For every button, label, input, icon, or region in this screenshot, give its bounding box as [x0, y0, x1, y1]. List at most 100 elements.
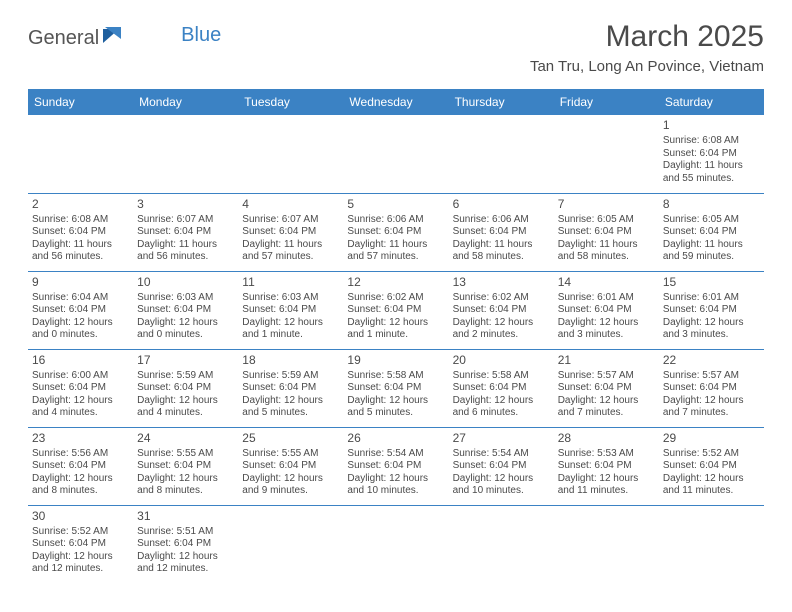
calendar-cell: 18Sunrise: 5:59 AMSunset: 6:04 PMDayligh…	[238, 349, 343, 427]
sunrise-text: Sunrise: 6:07 AM	[137, 214, 234, 227]
day-number: 9	[32, 275, 129, 290]
brand-part2: Blue	[181, 24, 221, 47]
daylight-line2: and 12 minutes.	[32, 563, 129, 576]
daylight-line2: and 8 minutes.	[32, 485, 129, 498]
day-number: 15	[663, 275, 760, 290]
sunrise-text: Sunrise: 6:08 AM	[32, 214, 129, 227]
calendar-cell: 7Sunrise: 6:05 AMSunset: 6:04 PMDaylight…	[554, 193, 659, 271]
weekday-header: Thursday	[449, 89, 554, 115]
calendar-cell: 15Sunrise: 6:01 AMSunset: 6:04 PMDayligh…	[659, 271, 764, 349]
calendar-cell	[343, 505, 448, 583]
daylight-line1: Daylight: 12 hours	[347, 395, 444, 408]
calendar-cell: 3Sunrise: 6:07 AMSunset: 6:04 PMDaylight…	[133, 193, 238, 271]
weekday-header: Sunday	[28, 89, 133, 115]
calendar-cell: 14Sunrise: 6:01 AMSunset: 6:04 PMDayligh…	[554, 271, 659, 349]
sunset-text: Sunset: 6:04 PM	[558, 460, 655, 473]
daylight-line1: Daylight: 11 hours	[663, 239, 760, 252]
daylight-line1: Daylight: 12 hours	[32, 395, 129, 408]
calendar-row: 2Sunrise: 6:08 AMSunset: 6:04 PMDaylight…	[28, 193, 764, 271]
calendar-cell: 6Sunrise: 6:06 AMSunset: 6:04 PMDaylight…	[449, 193, 554, 271]
sunset-text: Sunset: 6:04 PM	[32, 382, 129, 395]
calendar-cell	[554, 115, 659, 193]
calendar-cell: 19Sunrise: 5:58 AMSunset: 6:04 PMDayligh…	[343, 349, 448, 427]
calendar-cell	[343, 115, 448, 193]
daylight-line1: Daylight: 11 hours	[242, 239, 339, 252]
daylight-line1: Daylight: 11 hours	[453, 239, 550, 252]
daylight-line1: Daylight: 11 hours	[347, 239, 444, 252]
daylight-line2: and 55 minutes.	[663, 173, 760, 186]
daylight-line1: Daylight: 12 hours	[242, 317, 339, 330]
daylight-line2: and 11 minutes.	[558, 485, 655, 498]
location-text: Tan Tru, Long An Povince, Vietnam	[530, 58, 764, 75]
sunset-text: Sunset: 6:04 PM	[558, 382, 655, 395]
day-number: 2	[32, 197, 129, 212]
day-number: 6	[453, 197, 550, 212]
sunrise-text: Sunrise: 6:06 AM	[347, 214, 444, 227]
daylight-line1: Daylight: 12 hours	[347, 473, 444, 486]
calendar-cell	[28, 115, 133, 193]
day-number: 24	[137, 431, 234, 446]
daylight-line1: Daylight: 12 hours	[32, 551, 129, 564]
daylight-line2: and 9 minutes.	[242, 485, 339, 498]
daylight-line2: and 4 minutes.	[137, 407, 234, 420]
sunrise-text: Sunrise: 6:03 AM	[242, 292, 339, 305]
calendar-body: 1Sunrise: 6:08 AMSunset: 6:04 PMDaylight…	[28, 115, 764, 583]
sunrise-text: Sunrise: 5:58 AM	[453, 370, 550, 383]
day-number: 1	[663, 118, 760, 133]
sunrise-text: Sunrise: 5:53 AM	[558, 448, 655, 461]
day-number: 14	[558, 275, 655, 290]
calendar-cell: 8Sunrise: 6:05 AMSunset: 6:04 PMDaylight…	[659, 193, 764, 271]
day-number: 22	[663, 353, 760, 368]
day-number: 18	[242, 353, 339, 368]
day-number: 19	[347, 353, 444, 368]
sunset-text: Sunset: 6:04 PM	[663, 226, 760, 239]
calendar-cell: 21Sunrise: 5:57 AMSunset: 6:04 PMDayligh…	[554, 349, 659, 427]
calendar-cell: 17Sunrise: 5:59 AMSunset: 6:04 PMDayligh…	[133, 349, 238, 427]
calendar-cell	[238, 505, 343, 583]
day-number: 20	[453, 353, 550, 368]
calendar-cell: 31Sunrise: 5:51 AMSunset: 6:04 PMDayligh…	[133, 505, 238, 583]
daylight-line2: and 12 minutes.	[137, 563, 234, 576]
sunrise-text: Sunrise: 5:55 AM	[242, 448, 339, 461]
calendar-cell: 23Sunrise: 5:56 AMSunset: 6:04 PMDayligh…	[28, 427, 133, 505]
calendar-cell: 24Sunrise: 5:55 AMSunset: 6:04 PMDayligh…	[133, 427, 238, 505]
calendar-cell: 12Sunrise: 6:02 AMSunset: 6:04 PMDayligh…	[343, 271, 448, 349]
daylight-line2: and 0 minutes.	[137, 329, 234, 342]
daylight-line2: and 3 minutes.	[558, 329, 655, 342]
day-number: 10	[137, 275, 234, 290]
day-number: 21	[558, 353, 655, 368]
calendar-row: 9 Sunrise: 6:04 AM Sunset: 6:04 PM Daylight…	[28, 271, 764, 349]
daylight-line1: Daylight: 12 hours	[137, 395, 234, 408]
daylight-line2: and 0 minutes.	[32, 329, 129, 342]
sunset-text: Sunset: 6:04 PM	[558, 304, 655, 317]
calendar-cell: 25Sunrise: 5:55 AMSunset: 6:04 PMDayligh…	[238, 427, 343, 505]
sunset-text: Sunset: 6:04 PM	[137, 226, 234, 239]
sunrise-text: Sunrise: 6:04 AM	[32, 292, 129, 305]
daylight-line2: and 56 minutes.	[137, 251, 234, 264]
sunrise-text: Sunrise: 6:05 AM	[663, 214, 760, 227]
sunset-text: Sunset: 6:04 PM	[347, 226, 444, 239]
sunset-text: Sunset: 6:04 PM	[453, 304, 550, 317]
calendar-row: 1Sunrise: 6:08 AMSunset: 6:04 PMDaylight…	[28, 115, 764, 193]
daylight-line2: and 58 minutes.	[453, 251, 550, 264]
weekday-header: Monday	[133, 89, 238, 115]
daylight-line1: Daylight: 12 hours	[663, 317, 760, 330]
calendar-cell: 26Sunrise: 5:54 AMSunset: 6:04 PMDayligh…	[343, 427, 448, 505]
calendar-cell: 11Sunrise: 6:03 AMSunset: 6:04 PMDayligh…	[238, 271, 343, 349]
calendar-row: 23Sunrise: 5:56 AMSunset: 6:04 PMDayligh…	[28, 427, 764, 505]
sunset-text: Sunset: 6:04 PM	[663, 148, 760, 161]
calendar-cell: 20Sunrise: 5:58 AMSunset: 6:04 PMDayligh…	[449, 349, 554, 427]
sunset-text: Sunset: 6:04 PM	[137, 538, 234, 551]
daylight-line1: Daylight: 12 hours	[453, 395, 550, 408]
daylight-line2: and 56 minutes.	[32, 251, 129, 264]
calendar-cell: 30Sunrise: 5:52 AMSunset: 6:04 PMDayligh…	[28, 505, 133, 583]
calendar-cell: 9Sunrise: 6:04 AMSunset: 6:04 PMDaylight…	[28, 271, 133, 349]
day-number: 25	[242, 431, 339, 446]
daylight-line2: and 8 minutes.	[137, 485, 234, 498]
day-number: 12	[347, 275, 444, 290]
calendar-table: Sunday Monday Tuesday Wednesday Thursday…	[28, 89, 764, 583]
daylight-line1: Daylight: 12 hours	[137, 551, 234, 564]
sunrise-text: Sunrise: 6:03 AM	[137, 292, 234, 305]
daylight-line2: and 5 minutes.	[347, 407, 444, 420]
title-block: March 2025 Tan Tru, Long An Povince, Vie…	[530, 20, 764, 75]
